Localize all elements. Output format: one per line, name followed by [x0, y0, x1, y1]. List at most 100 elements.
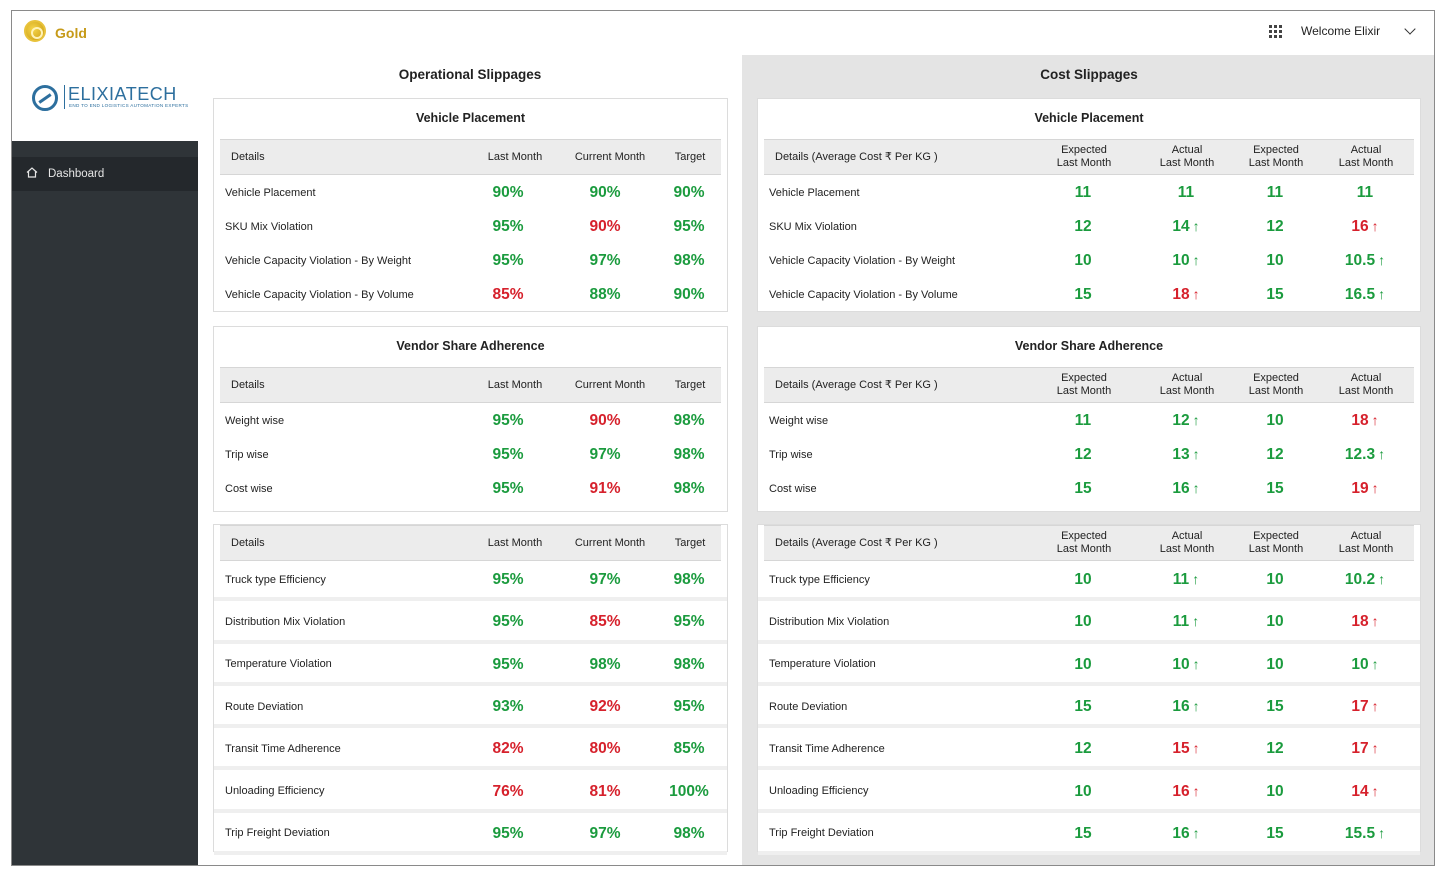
value-target: 95% — [673, 613, 705, 631]
table-row: Temperature Violation 95% 98% 98% — [214, 644, 727, 686]
arrow-up-icon: ↑ — [1378, 571, 1386, 588]
value-text: 15 — [1266, 824, 1284, 842]
arrow-up-icon: ↑ — [1192, 412, 1200, 428]
value-last: 82% — [492, 740, 524, 758]
header-line: Expected — [1253, 530, 1299, 542]
row-label: Vehicle Capacity Violation - By Weight — [769, 254, 956, 267]
value-text: 16 — [1351, 218, 1369, 235]
value-last: 90% — [492, 184, 524, 201]
value-text: 11 — [1074, 412, 1092, 429]
value-e1: 12 — [1048, 740, 1118, 758]
brand-tagline: END TO END LOGISTICS AUTOMATION EXPERTS — [69, 103, 189, 108]
row-label: Trip wise — [225, 448, 269, 461]
arrow-up-icon: ↑ — [1378, 286, 1386, 302]
value-text: 10 — [1266, 782, 1284, 800]
table-row: SKU Mix Violation 12 14 ↑ 12 16 ↑ — [758, 210, 1420, 244]
value-a2: 14 ↑ — [1330, 783, 1400, 801]
top-bar: Gold Welcome Elixir — [12, 11, 1434, 55]
col-expected-last-month: Expected Last Month — [1044, 372, 1124, 398]
value-a2: 10.5 ↑ — [1330, 252, 1400, 270]
row-label: Truck type Efficiency — [225, 573, 326, 586]
row-label: Distribution Mix Violation — [225, 615, 346, 628]
chevron-down-icon[interactable] — [1404, 23, 1416, 35]
table-header: Details (Average Cost ₹ Per KG ) Expecte… — [764, 367, 1414, 403]
col-expected-last-month: Expected Last Month — [1044, 530, 1124, 556]
row-label: Distribution Mix Violation — [769, 615, 890, 628]
value-last: 95% — [492, 480, 524, 497]
value-a1: 16 ↑ — [1151, 825, 1221, 843]
header-line: Expected — [1061, 530, 1107, 542]
header-line: Last Month — [1056, 543, 1112, 555]
value-e2: 12 — [1240, 740, 1310, 758]
sidebar: Dashboard — [12, 141, 198, 865]
value-a1: 13 ↑ — [1151, 446, 1221, 464]
panel-title: Vendor Share Adherence — [396, 339, 545, 353]
value-a1: 18 ↑ — [1151, 286, 1221, 304]
col-details: Details — [231, 151, 265, 163]
header-line: Last Month — [1338, 385, 1394, 397]
col-details: Details (Average Cost ₹ Per KG ) — [775, 151, 938, 163]
value-text: 15 — [1074, 824, 1092, 842]
value-a1: 16 ↑ — [1151, 783, 1221, 801]
value-e2: 15 — [1240, 286, 1310, 304]
value-e2: 10 — [1240, 412, 1310, 430]
operational-slippages-section: Operational Slippages Vehicle Placement … — [198, 55, 742, 865]
row-label: Trip wise — [769, 448, 813, 461]
header-line: Actual — [1171, 372, 1203, 384]
header-line: Actual — [1171, 530, 1203, 542]
arrow-up-icon: ↑ — [1371, 412, 1379, 428]
value-text: 10 — [1074, 613, 1092, 631]
value-text: 10 — [1074, 655, 1092, 673]
arrow-up-icon: ↑ — [1192, 698, 1200, 715]
value-e1: 15 — [1048, 698, 1118, 716]
brand-name: ELIXIATECH — [68, 84, 177, 104]
row-label: Vehicle Placement — [225, 186, 316, 199]
op-vehicle-placement-panel: Vehicle Placement Details Last Month Cur… — [213, 98, 728, 312]
arrow-up-icon: ↑ — [1371, 218, 1379, 234]
value-text: 10 — [1074, 782, 1092, 800]
row-label: SKU Mix Violation — [225, 220, 313, 233]
section-title: Operational Slippages — [398, 67, 542, 82]
value-text: 10 — [1266, 655, 1284, 673]
value-text: 11 — [1172, 613, 1190, 631]
value-target: 98% — [673, 252, 705, 269]
value-text: 13 — [1172, 446, 1190, 463]
table-row: Weight wise 11 12 ↑ 10 18 ↑ — [758, 404, 1420, 438]
value-text: 12 — [1266, 446, 1284, 463]
arrow-up-icon: ↑ — [1192, 286, 1200, 302]
value-text: 15 — [1266, 480, 1284, 497]
welcome-user[interactable]: Welcome Elixir — [1301, 24, 1381, 38]
value-target: 90% — [673, 286, 705, 303]
arrow-up-icon: ↑ — [1371, 480, 1379, 496]
row-label: Trip Freight Deviation — [225, 827, 330, 840]
row-label: Route Deviation — [769, 700, 848, 713]
value-target: 85% — [673, 740, 705, 758]
value-e1: 15 — [1048, 825, 1118, 843]
table-row: Cost wise 95% 91% 98% — [214, 472, 727, 506]
table-row: Transit Time Adherence 82% 80% 85% — [214, 728, 727, 771]
table-row: Unloading Efficiency 10 16 ↑ 10 14 ↑ — [758, 771, 1420, 813]
col-details: Details — [231, 379, 265, 391]
header-line: Last Month — [1338, 157, 1394, 169]
col-last-month: Last Month — [487, 151, 543, 163]
value-a1: 11 — [1151, 184, 1221, 202]
value-e2: 15 — [1240, 825, 1310, 843]
value-text: 14 — [1351, 782, 1369, 800]
value-text: 15 — [1172, 740, 1190, 758]
value-e2: 10 — [1240, 571, 1310, 589]
arrow-up-icon: ↑ — [1192, 782, 1200, 799]
value-e1: 10 — [1048, 252, 1118, 270]
sidebar-item-dashboard[interactable]: Dashboard — [12, 157, 198, 191]
value-last: 95% — [492, 252, 524, 269]
value-text: 16 — [1172, 824, 1190, 842]
col-target: Target — [674, 379, 706, 391]
row-label: Temperature Violation — [225, 658, 332, 671]
value-a2: 10 ↑ — [1330, 656, 1400, 674]
value-text: 10.2 — [1344, 571, 1376, 589]
value-a1: 15 ↑ — [1151, 740, 1221, 758]
col-current-month: Current Month — [574, 537, 646, 549]
apps-grid-icon[interactable] — [1269, 25, 1283, 39]
brand-logo: ELIXIATECH END TO END LOGISTICS AUTOMATI… — [12, 55, 198, 141]
row-label: Transit Time Adherence — [225, 742, 341, 755]
value-text: 17 — [1351, 698, 1369, 716]
